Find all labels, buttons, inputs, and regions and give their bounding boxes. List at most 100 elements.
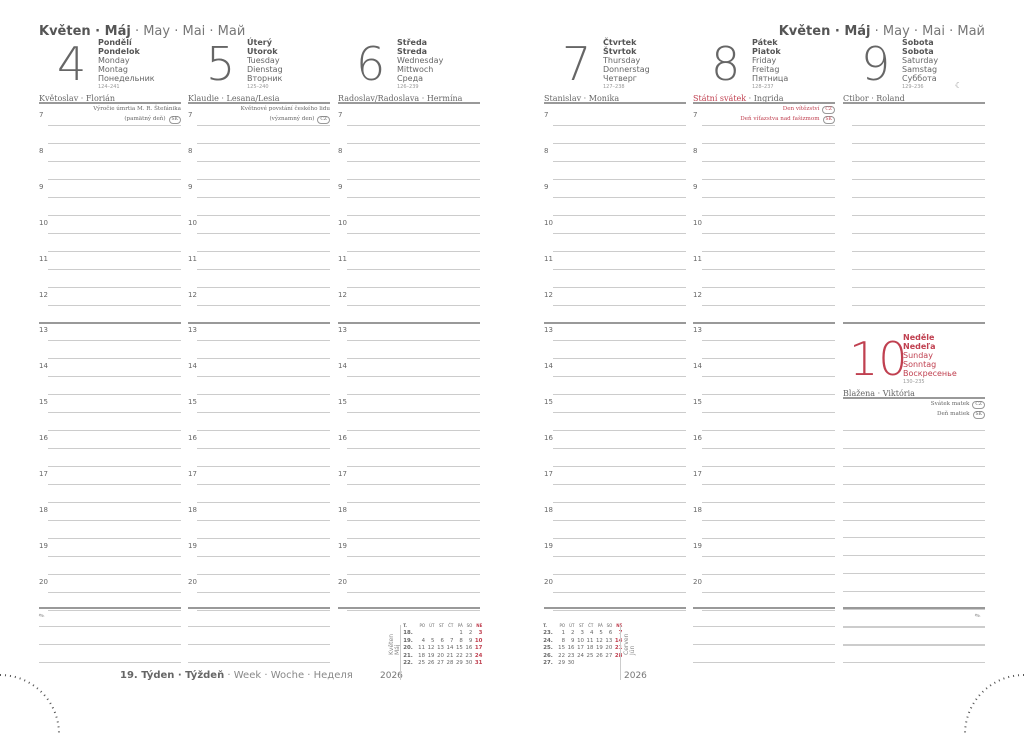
mini-calendar-day[interactable]: 24 <box>474 652 483 659</box>
time-slot-line[interactable] <box>48 358 181 360</box>
note-line[interactable] <box>39 662 181 663</box>
mini-calendar-day[interactable]: 20 <box>437 652 444 659</box>
time-slot-line[interactable] <box>702 214 835 216</box>
mini-calendar-day[interactable]: 11 <box>586 637 594 644</box>
mini-calendar-day[interactable]: 21 <box>446 652 454 659</box>
time-slot-line[interactable] <box>347 430 480 432</box>
time-slot-line[interactable] <box>347 143 480 144</box>
time-slot-line[interactable] <box>347 286 480 288</box>
time-slot-line[interactable] <box>347 412 480 414</box>
mini-calendar-day[interactable]: 25 <box>418 660 426 667</box>
mini-calendar-day[interactable]: 5 <box>431 637 435 644</box>
time-slot-line[interactable] <box>197 250 330 252</box>
mini-calendar-day[interactable]: 2 <box>571 630 575 637</box>
time-slot-line[interactable] <box>48 519 181 521</box>
note-line[interactable] <box>843 591 985 593</box>
time-slot-line[interactable] <box>553 125 686 126</box>
mini-calendar-day[interactable]: 26 <box>427 660 435 667</box>
time-slot-line[interactable] <box>197 214 330 216</box>
mini-calendar-day[interactable] <box>445 630 454 638</box>
time-slot-line[interactable] <box>197 358 330 360</box>
time-slot-line[interactable] <box>48 555 181 557</box>
time-slot-line[interactable] <box>553 466 686 468</box>
note-line[interactable] <box>843 609 985 610</box>
mini-calendar-day[interactable]: 16 <box>465 645 473 652</box>
time-slot-line[interactable] <box>553 394 686 396</box>
mini-calendar-day[interactable]: 18 <box>418 652 426 659</box>
note-line[interactable] <box>39 626 181 627</box>
time-slot-line[interactable] <box>852 143 985 144</box>
time-slot-line[interactable] <box>702 609 835 611</box>
mini-calendar-day[interactable]: 23 <box>465 652 473 659</box>
time-slot-line[interactable] <box>48 125 181 126</box>
mini-calendar-day[interactable]: 3 <box>478 630 483 637</box>
time-slot-line[interactable] <box>48 178 181 180</box>
time-slot-line[interactable] <box>197 268 330 270</box>
time-slot-line[interactable] <box>553 537 686 539</box>
mini-calendar-day[interactable]: 1 <box>561 630 566 637</box>
time-slot-line[interactable] <box>197 555 330 557</box>
time-slot-line[interactable] <box>553 609 686 611</box>
time-slot-line[interactable] <box>702 537 835 539</box>
mini-calendar-day[interactable]: 5 <box>599 630 603 637</box>
mini-calendar-day[interactable]: 4 <box>421 637 426 644</box>
time-slot-line[interactable] <box>702 268 835 270</box>
time-slot-line[interactable] <box>48 250 181 252</box>
time-slot-line[interactable] <box>702 250 835 252</box>
mini-calendar-day[interactable]: 26. <box>543 652 553 659</box>
note-line[interactable] <box>843 626 985 628</box>
mini-calendar-day[interactable]: 25 <box>586 652 594 659</box>
mini-calendar-day[interactable] <box>614 660 624 668</box>
mini-calendar-day[interactable] <box>436 630 445 638</box>
time-slot-line[interactable] <box>553 412 686 414</box>
time-slot-line[interactable] <box>553 143 686 144</box>
time-slot-line[interactable] <box>347 268 480 270</box>
mini-calendar-day[interactable]: 29 <box>558 660 566 667</box>
time-slot-line[interactable] <box>197 286 330 288</box>
mini-calendar-day[interactable]: 17 <box>474 645 483 652</box>
mini-calendar-day[interactable]: 30 <box>567 660 575 667</box>
time-slot-line[interactable] <box>48 573 181 575</box>
time-slot-line[interactable] <box>347 537 480 539</box>
time-slot-line[interactable] <box>702 591 835 593</box>
note-line[interactable] <box>188 644 330 645</box>
mini-calendar-day[interactable]: 29 <box>455 660 463 667</box>
time-slot-line[interactable] <box>852 250 985 252</box>
mini-calendar-day[interactable]: 27 <box>605 652 613 659</box>
time-slot-line[interactable] <box>48 160 181 162</box>
time-slot-line[interactable] <box>702 196 835 198</box>
time-slot-line[interactable] <box>48 502 181 503</box>
mini-calendar-day[interactable]: 7 <box>614 630 624 638</box>
time-slot-line[interactable] <box>48 412 181 414</box>
time-slot-line[interactable] <box>553 250 686 252</box>
mini-calendar-day[interactable]: 12 <box>595 637 603 644</box>
time-slot-line[interactable] <box>702 143 835 144</box>
mini-calendar-day[interactable]: 26 <box>595 652 603 659</box>
time-slot-line[interactable] <box>197 609 330 611</box>
time-slot-line[interactable] <box>48 484 181 485</box>
mini-calendar-day[interactable]: 18. <box>403 630 413 637</box>
time-slot-line[interactable] <box>48 286 181 288</box>
mini-calendar-day[interactable]: 4 <box>589 630 594 637</box>
time-slot-line[interactable] <box>347 466 480 468</box>
mini-calendar-day[interactable]: 22. <box>403 660 413 667</box>
time-slot-line[interactable] <box>48 196 181 198</box>
time-slot-line[interactable] <box>48 394 181 396</box>
mini-calendar-day[interactable]: 21 <box>614 645 623 652</box>
note-line[interactable] <box>843 626 985 627</box>
time-slot-line[interactable] <box>553 573 686 575</box>
mini-calendar-day[interactable]: 27. <box>543 660 553 667</box>
time-slot-line[interactable] <box>553 448 686 450</box>
time-slot-line[interactable] <box>197 143 330 144</box>
time-slot-line[interactable] <box>347 591 480 593</box>
time-slot-line[interactable] <box>197 160 330 162</box>
mini-calendar-day[interactable] <box>426 630 435 638</box>
time-slot-line[interactable] <box>48 214 181 216</box>
time-slot-line[interactable] <box>852 268 985 270</box>
mini-calendar-day[interactable]: 2 <box>468 630 473 637</box>
mini-calendar-day[interactable]: 18 <box>586 645 594 652</box>
mini-calendar-day[interactable]: 20. <box>403 645 413 652</box>
time-slot-line[interactable] <box>852 304 985 306</box>
time-slot-line[interactable] <box>197 519 330 521</box>
time-slot-line[interactable] <box>553 286 686 288</box>
